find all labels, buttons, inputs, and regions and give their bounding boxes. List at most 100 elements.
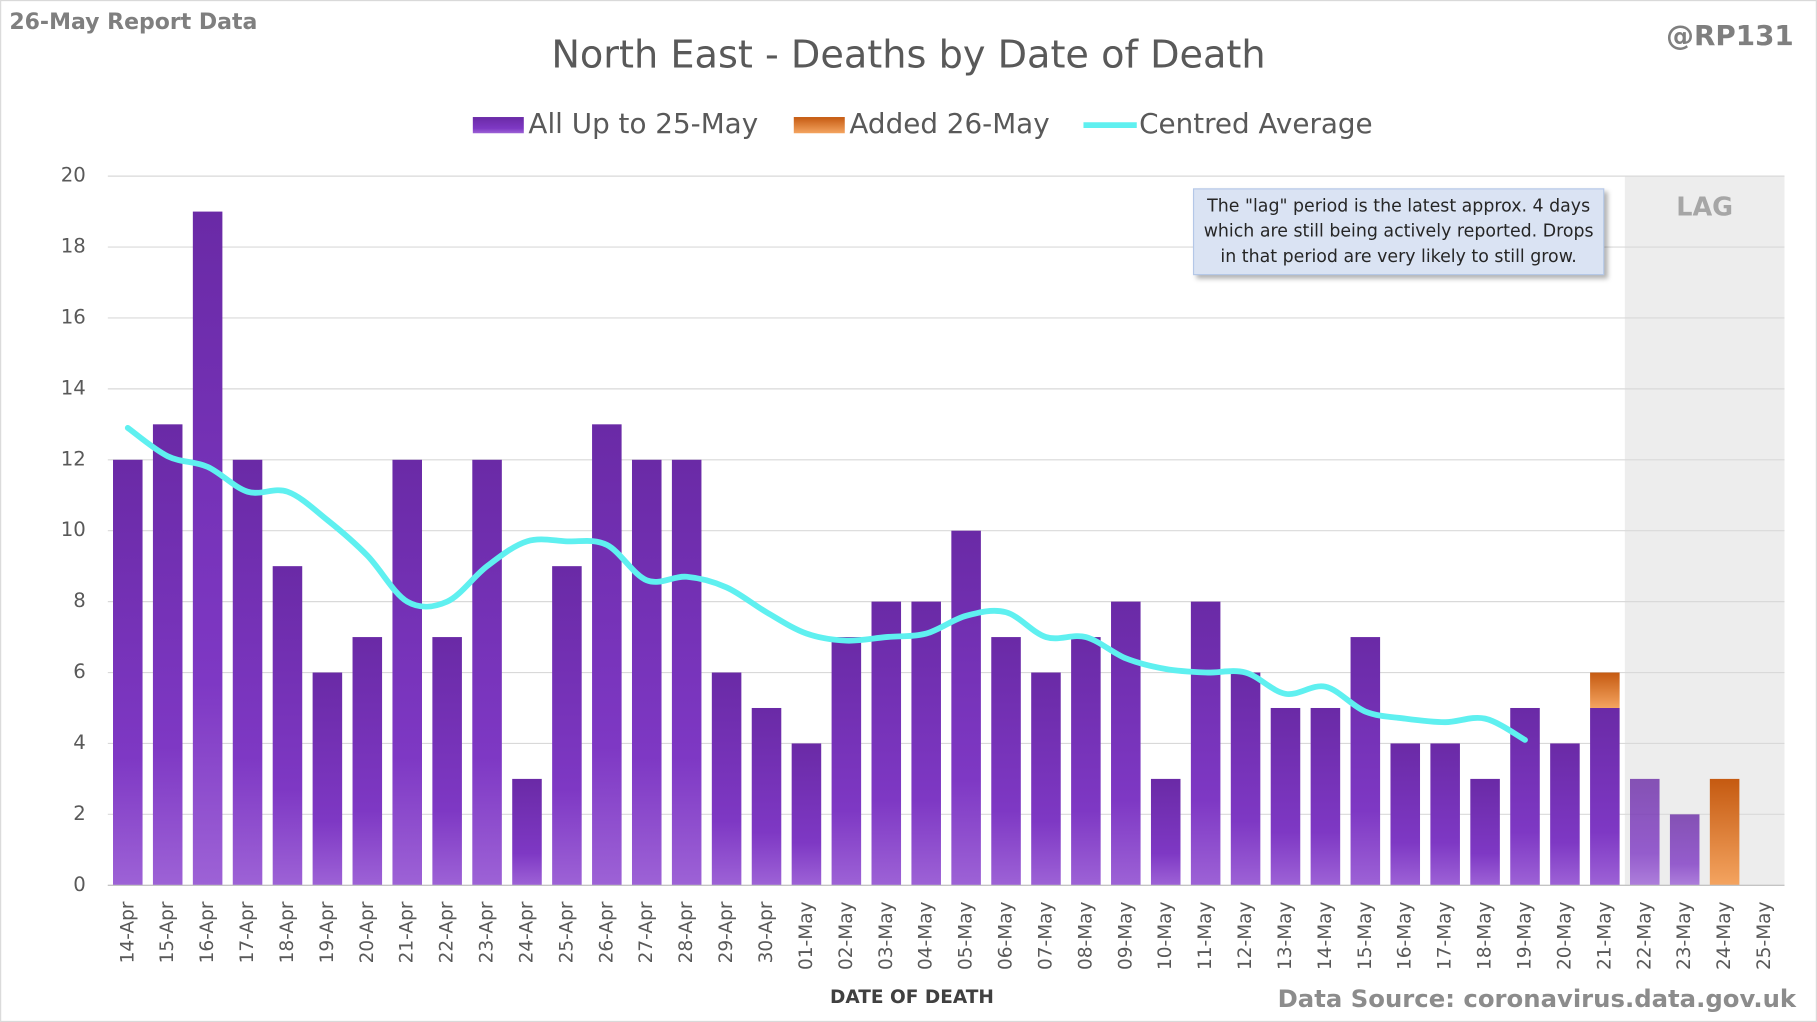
bar	[592, 424, 622, 886]
x-tick-label: 08-May	[1075, 901, 1096, 970]
x-tick-label: 22-Apr	[437, 901, 458, 963]
annotation-box	[1192, 188, 1605, 276]
x-tick-label: 26-Apr	[596, 901, 617, 963]
y-tick-label: 14	[61, 376, 86, 399]
legend-label: Centred Average	[1139, 107, 1373, 140]
bar	[951, 530, 981, 886]
y-tick-label: 2	[73, 802, 86, 825]
x-tick-label: 13-May	[1275, 901, 1296, 970]
bar	[232, 459, 263, 886]
handle: @RP131	[1666, 19, 1794, 52]
x-tick-label: 19-May	[1515, 901, 1536, 970]
bar	[1031, 672, 1061, 886]
bar	[352, 637, 383, 886]
x-tick-label: 20-Apr	[357, 901, 378, 963]
y-tick-label: 8	[73, 589, 86, 612]
bar	[671, 459, 702, 886]
header: 26-May Report Data	[9, 10, 257, 35]
annotation-line: in that period are very likely to still …	[1220, 247, 1576, 267]
x-tick-label: 06-May	[996, 901, 1017, 970]
bar	[1111, 601, 1141, 886]
bar	[1590, 707, 1620, 886]
x-tick-label: 11-May	[1195, 901, 1216, 970]
x-axis-label: DATE OF DEATH	[830, 987, 994, 1008]
bar	[272, 566, 303, 886]
y-tick-label: 20	[61, 164, 86, 187]
bar	[871, 601, 902, 886]
x-tick-label: 28-Apr	[676, 901, 697, 963]
x-tick-label: 10-May	[1155, 901, 1176, 970]
bar	[911, 601, 941, 886]
legend-swatch	[472, 117, 524, 134]
annotation-line: The "lag" period is the latest approx. 4…	[1206, 196, 1590, 216]
bar	[512, 778, 542, 886]
x-tick-label: 22-May	[1634, 901, 1655, 970]
y-tick-label: 16	[61, 305, 86, 328]
y-tick-label: 6	[73, 660, 86, 683]
bar	[991, 637, 1021, 886]
x-tick-label: 16-Apr	[197, 901, 218, 963]
y-tick-label: 0	[73, 873, 86, 896]
bar	[152, 424, 183, 886]
x-tick-label: 29-Apr	[716, 901, 737, 963]
x-tick-label: 09-May	[1115, 901, 1136, 970]
x-tick-label: 20-May	[1554, 901, 1575, 970]
bar	[1669, 814, 1700, 886]
bar	[312, 672, 343, 886]
x-tick-label: 15-Apr	[157, 901, 178, 963]
bar	[1190, 601, 1221, 886]
x-tick-label: 12-May	[1235, 901, 1256, 970]
x-tick-label: 14-Apr	[117, 901, 138, 963]
legend-swatch	[793, 117, 845, 134]
x-tick-label: 24-May	[1714, 901, 1735, 970]
bar	[1150, 778, 1181, 886]
bar	[472, 459, 502, 886]
legend-label: Added 26-May	[849, 107, 1049, 140]
bar	[1071, 637, 1101, 886]
x-tick-label: 25-May	[1754, 901, 1775, 970]
x-tick-label: 25-Apr	[556, 901, 577, 963]
x-tick-label: 14-May	[1315, 901, 1336, 970]
x-tick-label: 27-Apr	[636, 901, 657, 963]
bar	[113, 459, 143, 886]
legend-label: All Up to 25-May	[528, 107, 758, 140]
x-tick-label: 02-May	[836, 901, 857, 970]
bar	[392, 459, 422, 886]
x-tick-label: 17-May	[1435, 901, 1456, 970]
average-line	[124, 424, 1528, 743]
bar	[1390, 743, 1421, 886]
annotation: The "lag" period is the latest approx. 4…	[1192, 188, 1605, 276]
bar	[751, 707, 782, 886]
annotation-line: which are still being actively reported.…	[1204, 222, 1594, 242]
x-tick-label: 24-Apr	[516, 901, 537, 963]
bar	[552, 566, 582, 886]
x-tick-label: 21-May	[1594, 901, 1615, 970]
source: Data Source: coronavirus.data.gov.uk	[1278, 984, 1797, 1013]
bar	[1310, 707, 1341, 886]
bar	[1550, 743, 1580, 886]
x-tick-label: 21-Apr	[397, 901, 418, 963]
bar	[1350, 637, 1381, 886]
x-tick-label: 05-May	[956, 901, 977, 970]
y-tick-label: 10	[61, 518, 86, 541]
x-tick-label: 30-Apr	[756, 901, 777, 963]
y-tick-label: 12	[61, 447, 86, 470]
bar	[1430, 743, 1460, 886]
bar	[791, 743, 822, 886]
x-tick-label: 15-May	[1355, 901, 1376, 970]
x-tick-label: 03-May	[876, 901, 897, 970]
x-tick-label: 19-Apr	[317, 901, 338, 963]
x-tick-label: 01-May	[796, 901, 817, 970]
bar	[1230, 672, 1261, 886]
bar	[711, 672, 742, 886]
bar	[432, 637, 462, 886]
chart-title: North East - Deaths by Date of Death	[551, 33, 1265, 77]
x-tick-label: 04-May	[916, 901, 937, 970]
y-tick-label: 18	[61, 235, 86, 258]
bar	[1270, 707, 1301, 886]
x-tick-label: 18-May	[1475, 901, 1496, 970]
lag-label: LAG	[1676, 193, 1733, 223]
x-tick-label: 23-May	[1674, 901, 1695, 970]
bar	[831, 637, 862, 886]
